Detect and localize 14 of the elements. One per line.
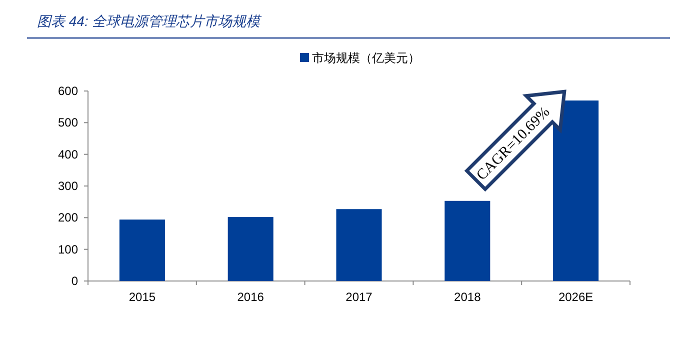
y-tick-label: 500 xyxy=(58,116,78,130)
x-tick-label: 2026E xyxy=(558,290,594,304)
y-tick-label: 300 xyxy=(58,179,78,193)
y-tick-label: 0 xyxy=(71,274,78,288)
legend: 市场规模（亿美元） xyxy=(300,51,420,65)
title: 图表 44: 全球电源管理芯片市场规模 xyxy=(37,13,260,29)
y-tick-label: 400 xyxy=(58,147,78,162)
y-tick-label: 600 xyxy=(58,84,78,98)
x-tick-label: 2018 xyxy=(454,290,482,304)
y-tick-label: 200 xyxy=(58,210,78,225)
x-tick-label: 2015 xyxy=(128,290,156,304)
x-tick-label: 2016 xyxy=(237,290,264,304)
x-tick-label: 2017 xyxy=(346,290,373,304)
y-tick-label: 100 xyxy=(58,242,78,256)
